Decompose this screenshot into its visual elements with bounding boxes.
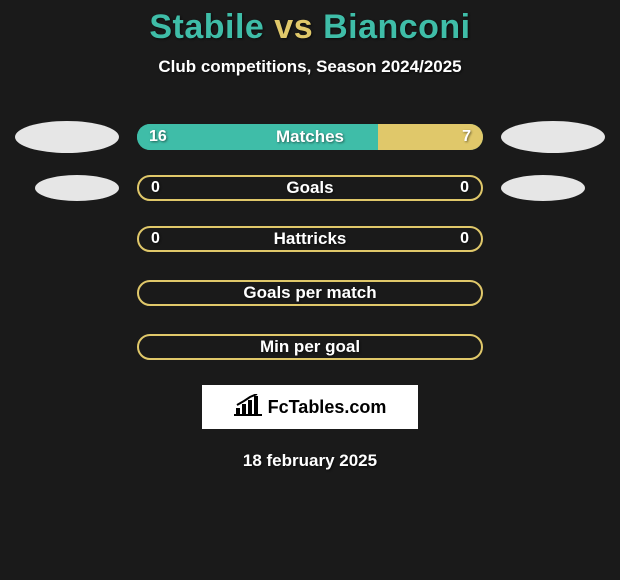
stat-label: Hattricks: [139, 228, 481, 250]
stat-row: 167Matches: [0, 121, 620, 153]
stat-row: 00Goals: [0, 175, 620, 201]
avatar-ellipse-left: [35, 175, 119, 201]
avatar-ellipse-right: [501, 121, 605, 153]
stat-row: 00Hattricks: [0, 223, 620, 255]
comparison-container: Stabile vs Bianconi Club competitions, S…: [0, 0, 620, 471]
stat-label: Min per goal: [139, 336, 481, 358]
brand-text: FcTables.com: [268, 397, 387, 418]
stat-label: Goals: [139, 177, 481, 199]
stat-row: Min per goal: [0, 331, 620, 363]
player-b-name: Bianconi: [323, 8, 471, 46]
brand-box: FcTables.com: [202, 385, 418, 429]
chart-icon: [234, 394, 262, 421]
stat-bar: Min per goal: [137, 334, 483, 360]
date-text: 18 february 2025: [0, 451, 620, 471]
stat-rows: 167Matches 00Goals 00Hattricks Goals per ma…: [0, 121, 620, 363]
player-a-name: Stabile: [149, 8, 264, 46]
stat-label: Matches: [137, 124, 483, 150]
stat-bar: 167Matches: [137, 124, 483, 150]
avatar-ellipse-left: [15, 121, 119, 153]
stat-row: Goals per match: [0, 277, 620, 309]
stat-bar: Goals per match: [137, 280, 483, 306]
stat-label: Goals per match: [139, 282, 481, 304]
page-title: Stabile vs Bianconi: [0, 8, 620, 47]
avatar-ellipse-right: [501, 175, 585, 201]
subtitle: Club competitions, Season 2024/2025: [0, 57, 620, 77]
vs-text: vs: [274, 8, 313, 46]
stat-bar: 00Goals: [137, 175, 483, 201]
stat-bar: 00Hattricks: [137, 226, 483, 252]
